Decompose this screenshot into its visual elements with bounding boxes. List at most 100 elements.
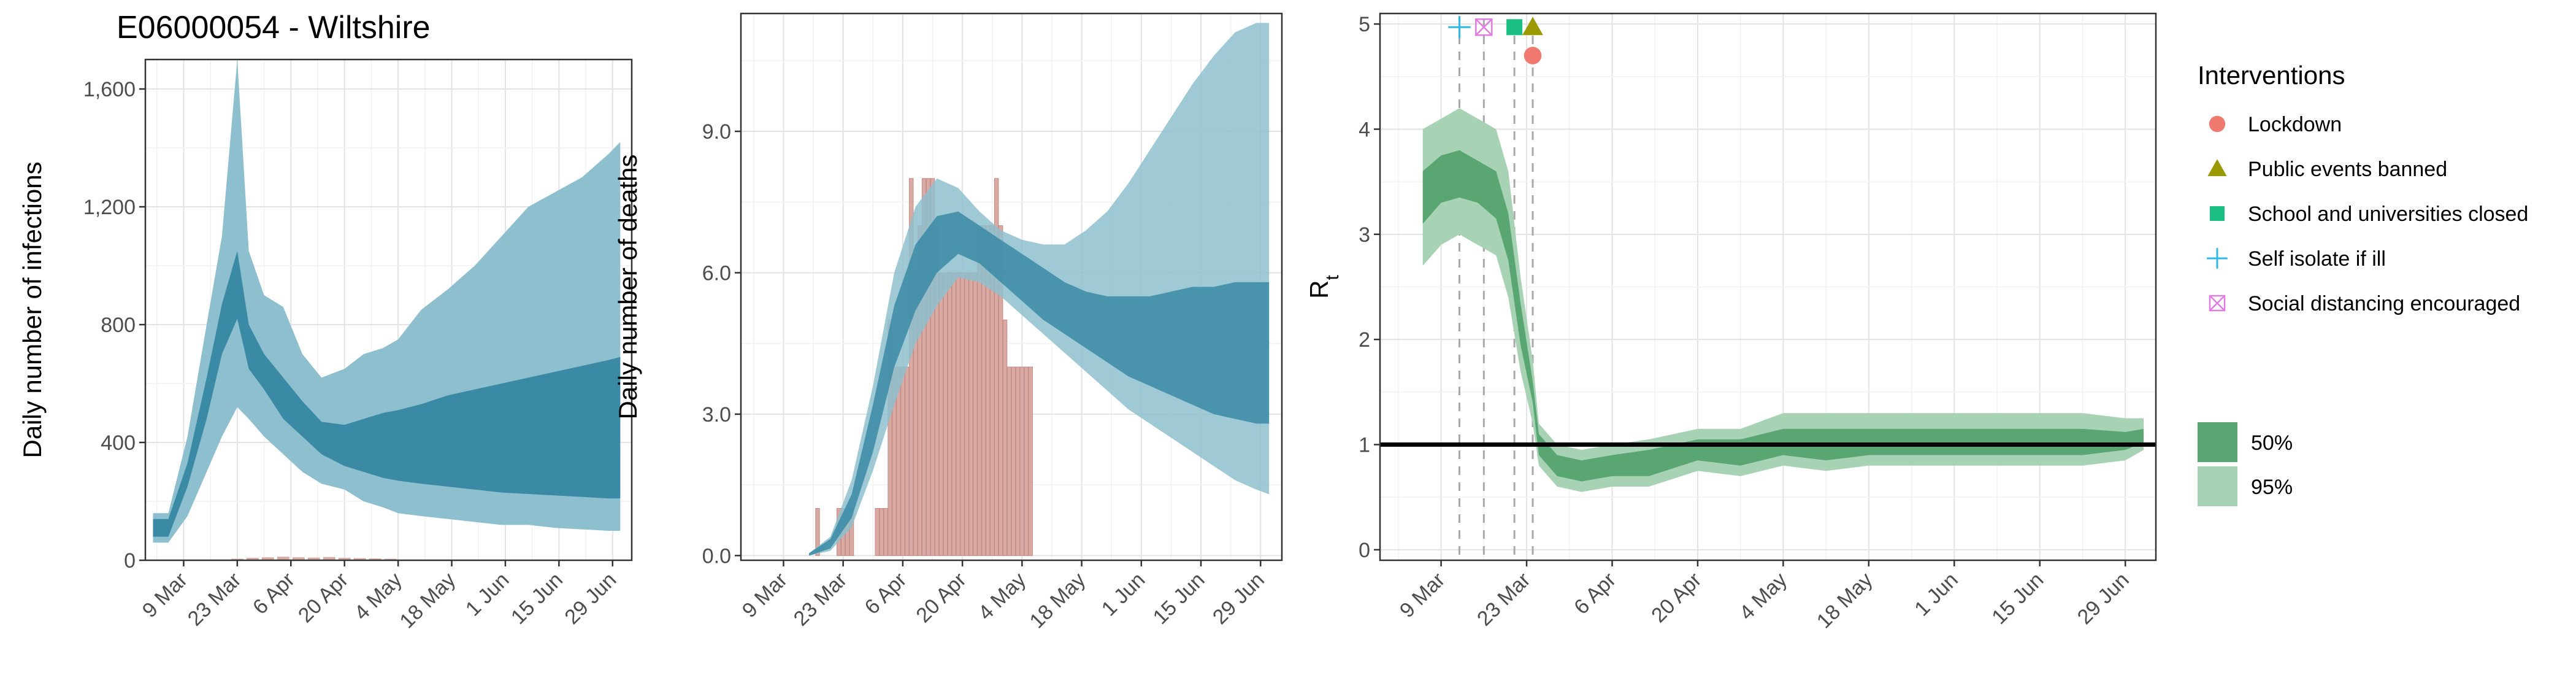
death-bar bbox=[994, 178, 999, 556]
legend-key-plus bbox=[2207, 248, 2228, 269]
x-tick-label: 1 Jun bbox=[1097, 568, 1150, 621]
x-tick-label: 20 Apr bbox=[1647, 568, 1706, 627]
x-tick-label: 29 Jun bbox=[2073, 568, 2134, 629]
death-bar bbox=[883, 508, 888, 556]
death-bar bbox=[1006, 366, 1012, 556]
y-tick-label: 4 bbox=[1359, 118, 1370, 141]
x-tick-label: 23 Mar bbox=[1473, 568, 1535, 631]
x-tick-label: 23 Mar bbox=[183, 568, 246, 631]
death-bar bbox=[1015, 366, 1021, 556]
legend-band-key bbox=[2198, 466, 2237, 506]
death-bar bbox=[947, 272, 952, 556]
death-bar bbox=[909, 178, 914, 556]
legend-label: Social distancing encouraged bbox=[2248, 292, 2520, 315]
case-bar bbox=[292, 557, 305, 560]
x-tick-label: 9 Mar bbox=[738, 568, 792, 622]
intervention-marker bbox=[1522, 17, 1543, 36]
x-tick-label: 1 Jun bbox=[461, 568, 514, 621]
death-bar bbox=[943, 272, 948, 556]
death-bar bbox=[951, 272, 956, 556]
death-bar bbox=[905, 366, 910, 556]
y-tick-label: 2 bbox=[1359, 328, 1370, 352]
death-bar bbox=[926, 178, 931, 556]
y-tick-label: 3.0 bbox=[702, 403, 731, 426]
y-tick-label: 0 bbox=[124, 549, 136, 573]
y-tick-label: 5 bbox=[1359, 13, 1370, 36]
y-axis-title: Daily number of deaths bbox=[613, 155, 642, 420]
x-tick-label: 4 May bbox=[1735, 568, 1792, 625]
intervention-marker-cross bbox=[1475, 18, 1493, 36]
x-tick-label: 15 Jun bbox=[507, 568, 567, 629]
legend-label: Public events banned bbox=[2248, 158, 2447, 181]
legend-key-square bbox=[2210, 206, 2225, 221]
legend-label: Self isolate if ill bbox=[2248, 247, 2386, 271]
x-tick-label: 23 Mar bbox=[789, 568, 852, 631]
y-tick-label: 1,200 bbox=[83, 196, 136, 219]
intervention-marker bbox=[1448, 16, 1471, 39]
case-bar bbox=[246, 558, 259, 560]
legend-band-key bbox=[2198, 422, 2237, 462]
case-bar bbox=[338, 558, 351, 560]
y-axis-title-subscript: t bbox=[1322, 275, 1343, 280]
intervention-marker bbox=[1475, 18, 1493, 36]
legend-band-label: 50% bbox=[2251, 431, 2293, 455]
death-bar bbox=[815, 508, 820, 556]
death-bar bbox=[875, 508, 880, 556]
legend-key-square-x-cross bbox=[2209, 295, 2225, 311]
panel-border bbox=[144, 58, 633, 561]
x-tick-label: 20 Apr bbox=[294, 568, 353, 627]
x-tick-label: 18 May bbox=[395, 568, 460, 633]
death-bar bbox=[1024, 366, 1029, 556]
case-bar bbox=[277, 557, 289, 560]
x-tick-label: 6 Apr bbox=[248, 568, 299, 619]
x-tick-label: 9 Mar bbox=[1395, 568, 1449, 622]
y-tick-label: 0.0 bbox=[702, 544, 731, 568]
legend-title: Interventions bbox=[2198, 61, 2345, 90]
x-tick-label: 20 Apr bbox=[911, 568, 970, 627]
panel-border bbox=[1379, 12, 2157, 561]
death-bar bbox=[938, 272, 944, 556]
death-bar bbox=[973, 272, 978, 556]
y-tick-label: 1,600 bbox=[83, 78, 136, 101]
x-tick-label: 18 May bbox=[1025, 568, 1091, 633]
death-bar bbox=[1002, 319, 1008, 556]
legend-key-square-x bbox=[2209, 295, 2226, 312]
x-tick-label: 4 May bbox=[974, 568, 1030, 625]
legend-key-triangle bbox=[2207, 159, 2227, 176]
intervention-marker bbox=[1524, 47, 1542, 64]
x-tick-label: 15 Jun bbox=[1149, 568, 1209, 629]
y-tick-label: 1 bbox=[1359, 434, 1370, 457]
case-bar bbox=[369, 558, 381, 560]
death-bar bbox=[930, 178, 935, 556]
case-bar bbox=[261, 557, 274, 560]
death-bar bbox=[1028, 366, 1033, 556]
death-bar bbox=[964, 272, 969, 556]
y-axis-title: Rt bbox=[1305, 275, 1343, 299]
legend-label: Lockdown bbox=[2248, 113, 2342, 136]
x-tick-label: 29 Jun bbox=[1208, 568, 1269, 629]
legend-band-label: 95% bbox=[2251, 476, 2293, 499]
death-bar bbox=[960, 272, 965, 556]
case-bar bbox=[307, 557, 320, 560]
page-title: E06000054 - Wiltshire bbox=[117, 10, 431, 45]
legend: Interventions Lockdown Public events banne… bbox=[2198, 61, 2528, 506]
x-tick-label: 1 Jun bbox=[1910, 568, 1963, 621]
death-bar bbox=[921, 178, 927, 556]
death-bar bbox=[1011, 366, 1016, 556]
rt-chart: 0 1 2 3 4 5 9 Mar 23 Mar 6 Apr 20 Apr 4 May 18 May 1… bbox=[1305, 12, 2157, 633]
legend-key-circle bbox=[2209, 115, 2226, 133]
x-tick-label: 6 Apr bbox=[861, 568, 911, 619]
band-50pct bbox=[809, 211, 1270, 556]
band-50pct bbox=[153, 251, 621, 537]
death-bar bbox=[968, 272, 973, 556]
case-bar bbox=[353, 558, 366, 560]
y-tick-label: 9.0 bbox=[702, 120, 731, 144]
x-tick-label: 18 May bbox=[1812, 568, 1877, 633]
death-bar bbox=[900, 366, 905, 556]
x-tick-label: 29 Jun bbox=[560, 568, 621, 629]
case-bar bbox=[323, 557, 335, 560]
death-bar bbox=[1019, 366, 1025, 556]
